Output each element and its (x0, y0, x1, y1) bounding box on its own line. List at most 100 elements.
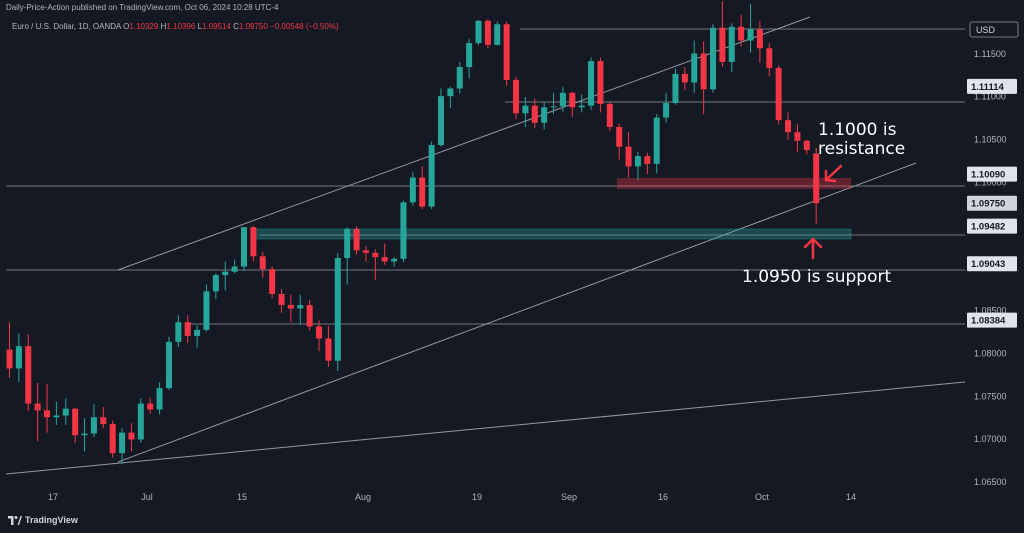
candle-body (62, 408, 69, 416)
price-axis[interactable]: USD 1.115001.110001.105001.100001.095001… (967, 21, 1019, 487)
candle-body (775, 67, 782, 121)
price-label-text: 1.10090 (971, 170, 1005, 181)
candle (663, 92, 670, 123)
candle-body (81, 433, 88, 436)
candle (550, 92, 557, 115)
price-label: 1.08384 (967, 312, 1017, 328)
candle (231, 259, 238, 274)
candle (297, 294, 304, 325)
tradingview-footer[interactable]: TradingView (8, 515, 78, 525)
chart-header: Daily-Price-Action published on TradingV… (0, 0, 1024, 31)
candle-body (400, 202, 407, 259)
resistance-annotation: 1.1000 is resistance (818, 120, 905, 183)
candle (81, 418, 88, 452)
candle-body (728, 26, 735, 62)
channel-lower-line (117, 162, 917, 463)
candle-body (484, 20, 491, 45)
candle (372, 249, 379, 281)
low-label: L (197, 22, 202, 31)
y-tick-label: 1.07500 (974, 391, 1007, 401)
candle (541, 102, 548, 130)
candle-body (644, 156, 651, 164)
price-label: 1.09750 (967, 195, 1017, 211)
y-tick-label: 1.11500 (974, 49, 1006, 59)
candle-body (597, 61, 604, 104)
price-label: 1.09043 (967, 256, 1017, 272)
candle-body (119, 432, 126, 454)
candle-body (90, 417, 97, 434)
candle (15, 333, 22, 383)
candle-body (700, 53, 707, 90)
price-label: 1.11114 (967, 78, 1017, 94)
candle-body (531, 105, 538, 123)
candle-body (241, 227, 247, 267)
candle-body (456, 67, 463, 89)
support-zone (251, 228, 852, 240)
candle (194, 325, 201, 348)
publish-info: Daily-Price-Action published on TradingV… (6, 3, 279, 12)
candle (165, 336, 172, 390)
candle-body (766, 48, 773, 68)
resistance-annotation-line1: 1.1000 is (818, 120, 897, 140)
candle-body (109, 424, 116, 454)
candle (625, 132, 632, 178)
candle (287, 294, 294, 323)
x-tick-label: 17 (48, 492, 58, 502)
candle (691, 40, 698, 93)
candle (344, 227, 351, 285)
candle-body (419, 177, 426, 207)
candle (362, 246, 369, 262)
y-tick-label: 1.07000 (974, 434, 1007, 444)
candle (616, 123, 623, 160)
tradingview-logo-icon (8, 515, 22, 525)
candle (428, 141, 435, 210)
candle-body (212, 275, 219, 292)
candle-body (606, 103, 613, 128)
low-value: 1.09514 (201, 22, 231, 31)
y-tick-label: 1.08000 (974, 349, 1007, 359)
tradingview-brand: TradingView (25, 515, 78, 525)
candle (119, 428, 126, 465)
candle (719, 1, 726, 68)
candle (681, 67, 688, 91)
candle-body (672, 73, 679, 104)
candle (222, 261, 229, 291)
y-tick-label: 1.10000 (974, 177, 1007, 187)
candle (269, 266, 276, 299)
candle (128, 423, 135, 452)
candle (44, 383, 51, 433)
candle-body (128, 432, 135, 440)
candle-body (334, 257, 341, 361)
candle-body (710, 27, 716, 90)
currency-label-text: USD (976, 25, 996, 35)
candle-body (344, 228, 351, 258)
candle-body (653, 117, 660, 164)
candle-body (681, 73, 688, 83)
candle (447, 86, 454, 109)
candle-body (231, 266, 238, 272)
candle-body (15, 346, 22, 369)
candle (203, 284, 210, 332)
candle (334, 252, 341, 371)
candle (803, 139, 810, 155)
candle (606, 102, 613, 132)
time-axis[interactable]: 17 Jul 15 Aug 19 Sep 16 Oct 14 (48, 492, 856, 502)
support-annotation-text: 1.0950 is support (742, 267, 891, 287)
candle (559, 86, 566, 112)
candle-body (503, 24, 510, 80)
candle (25, 334, 32, 412)
resistance-zone (617, 178, 851, 189)
candle-body (803, 140, 810, 151)
price-label: 1.10090 (967, 166, 1017, 182)
candle (475, 19, 482, 45)
candle-body (165, 341, 172, 389)
candle (672, 68, 679, 105)
resistance-arrow-icon (824, 164, 843, 183)
candle (409, 172, 416, 206)
candle-body (550, 106, 557, 108)
candle (306, 299, 313, 331)
candle (175, 315, 182, 348)
candle-body (353, 228, 360, 251)
candle-body (203, 291, 210, 330)
